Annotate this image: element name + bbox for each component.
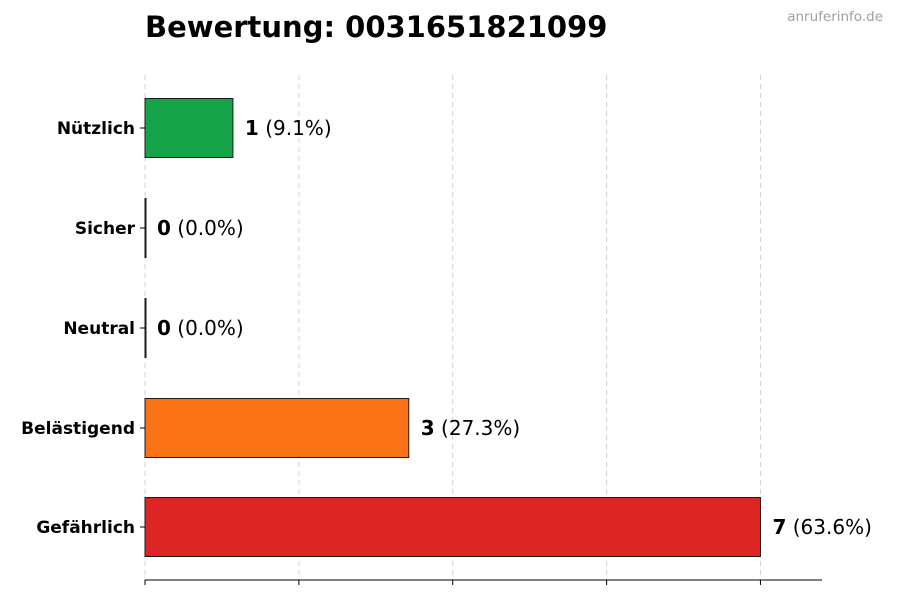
bar-4 [144, 497, 761, 557]
bars [144, 98, 761, 557]
value-percent-2: (0.0%) [171, 316, 244, 340]
labels: Nützlich 1 (9.1%) Sicher 0 (0.0%) Neutral 0 (… [21, 116, 872, 539]
value-percent-1: (0.0%) [171, 216, 244, 240]
value-label-2: 0 (0.0%) [157, 316, 244, 340]
value-count-1: 0 [157, 216, 171, 240]
bar-0 [144, 98, 234, 158]
watermark: anruferinfo.de [787, 9, 883, 25]
chart-title: Bewertung: 0031651821099 [145, 10, 608, 44]
bar-3 [144, 398, 410, 458]
value-count-3: 3 [421, 416, 435, 440]
bar-1 [144, 198, 147, 258]
category-label-1: Sicher [75, 219, 136, 239]
value-label-0: 1 (9.1%) [245, 116, 332, 140]
value-label-1: 0 (0.0%) [157, 216, 244, 240]
bar-2 [144, 298, 147, 358]
value-percent-0: (9.1%) [259, 116, 332, 140]
value-percent-4: (63.6%) [786, 515, 872, 539]
value-label-3: 3 (27.3%) [421, 416, 520, 440]
value-label-4: 7 (63.6%) [772, 515, 871, 539]
value-count-4: 7 [772, 515, 786, 539]
value-count-2: 0 [157, 316, 171, 340]
value-percent-3: (27.3%) [435, 416, 521, 440]
category-label-0: Nützlich [57, 119, 135, 139]
category-label-2: Neutral [63, 319, 135, 339]
category-label-4: Gefährlich [36, 518, 135, 538]
axes [144, 579, 822, 585]
category-label-3: Belästigend [21, 419, 135, 439]
value-count-0: 1 [245, 116, 259, 140]
